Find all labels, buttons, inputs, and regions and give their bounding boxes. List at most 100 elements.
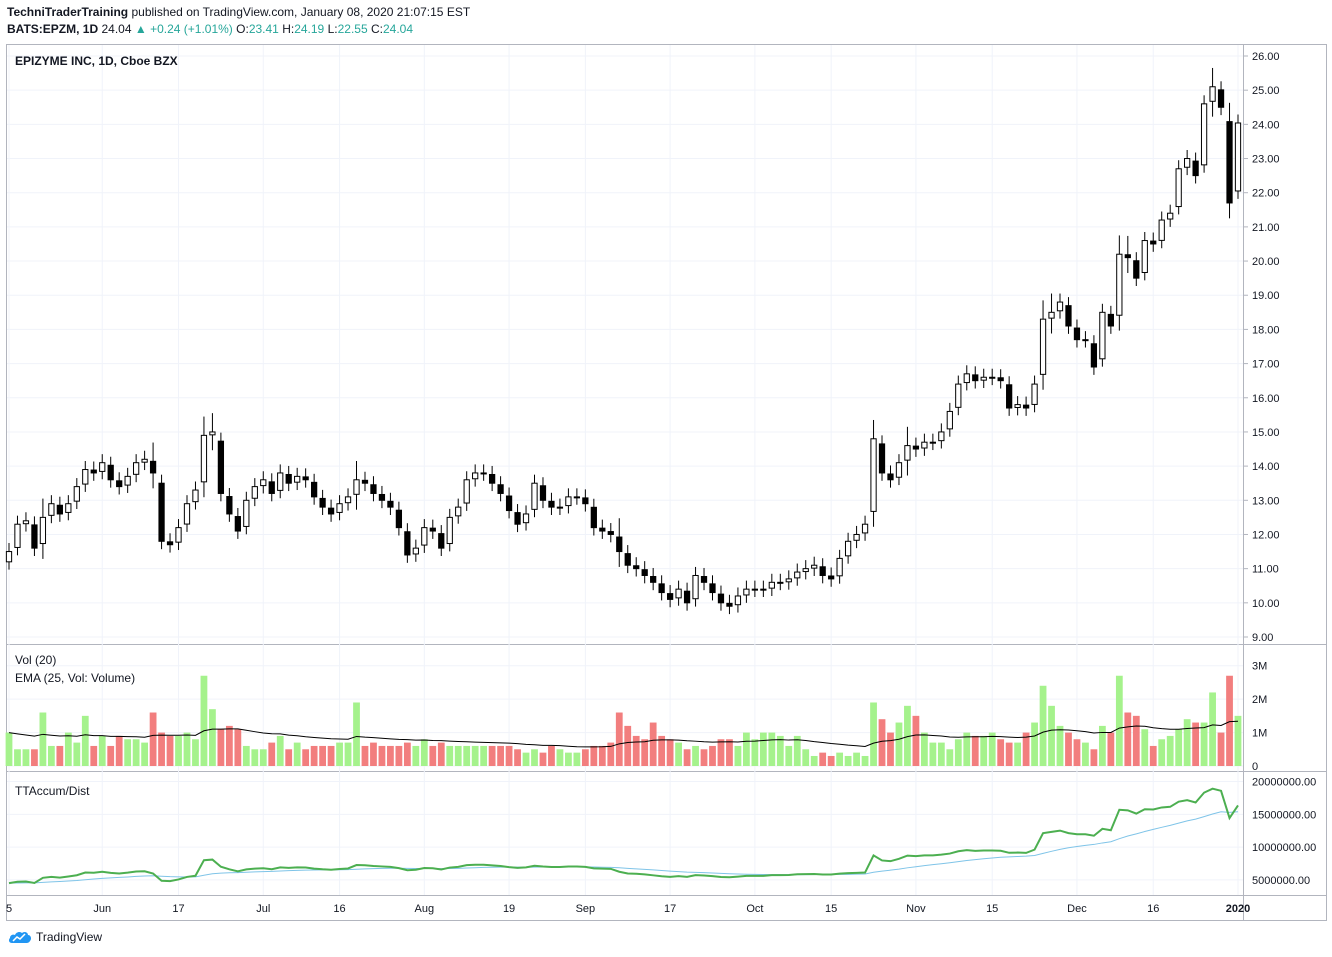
candle-down bbox=[599, 527, 606, 532]
volume-bar bbox=[1132, 715, 1140, 766]
candle-up bbox=[938, 431, 945, 442]
volume-bar bbox=[793, 735, 801, 766]
volume-bar bbox=[836, 752, 844, 766]
volume-bar bbox=[268, 742, 276, 766]
volume-bar bbox=[158, 732, 165, 766]
volume-bar bbox=[607, 742, 615, 766]
volume-bar bbox=[344, 742, 352, 766]
volume-bar bbox=[166, 735, 174, 766]
candle-down bbox=[302, 476, 309, 481]
candle-down bbox=[438, 533, 445, 549]
tradingview-brand: TradingView bbox=[36, 930, 103, 944]
volume-bar bbox=[319, 745, 326, 766]
volume-bar bbox=[302, 749, 310, 766]
candle-up bbox=[811, 564, 818, 569]
volume-bar bbox=[403, 742, 411, 766]
volume-bar bbox=[1209, 692, 1216, 766]
volume-bar bbox=[726, 739, 733, 766]
candle-up bbox=[1116, 253, 1123, 316]
candle-up bbox=[1031, 383, 1038, 405]
volume-bar bbox=[887, 732, 894, 766]
accum-average-line bbox=[8, 811, 1239, 884]
candle-up bbox=[743, 588, 750, 596]
volume-bar bbox=[810, 755, 818, 766]
candle-up bbox=[760, 588, 767, 591]
candle-down bbox=[624, 553, 631, 566]
time-tick-label: 17 bbox=[664, 903, 676, 915]
candle-up bbox=[522, 513, 530, 524]
candle-down bbox=[226, 496, 233, 515]
candle-down bbox=[166, 541, 174, 546]
time-tick-label: Sep bbox=[576, 903, 596, 915]
close-value: 24.04 bbox=[382, 22, 413, 36]
candle-up bbox=[870, 438, 877, 512]
volume-bar bbox=[73, 742, 81, 766]
volume-bar bbox=[844, 755, 852, 766]
volume-tick-label: 0 bbox=[1252, 761, 1258, 773]
time-tick-label: 17 bbox=[172, 903, 184, 915]
candle-down bbox=[395, 509, 403, 529]
candle-down bbox=[607, 531, 614, 535]
volume-bar bbox=[420, 739, 428, 766]
volume-bar bbox=[988, 732, 996, 766]
candle-up bbox=[955, 383, 962, 408]
time-tick-label: 16 bbox=[1147, 903, 1159, 915]
tradingview-logo[interactable]: TradingView bbox=[8, 930, 102, 944]
volume-bar bbox=[1234, 715, 1242, 766]
price-tick-label: 18.00 bbox=[1252, 324, 1280, 336]
volume-bar bbox=[632, 735, 640, 766]
candle-down bbox=[404, 531, 411, 556]
candle-up bbox=[39, 516, 47, 545]
volume-bar bbox=[921, 732, 928, 766]
candle-down bbox=[633, 565, 640, 570]
volume-bar bbox=[463, 745, 471, 766]
volume-bar bbox=[1115, 675, 1123, 766]
volume-bar bbox=[641, 739, 649, 766]
accum-dist-line bbox=[8, 787, 1239, 885]
candle-up bbox=[573, 496, 581, 499]
price-axis: 26.00 25.00 24.00 23.00 22.00 21.00 20.00 19.00… bbox=[1243, 51, 1280, 644]
candle-up bbox=[734, 595, 742, 606]
volume-bar bbox=[1031, 722, 1038, 766]
volume-axis: 3M 2M 1M 0 bbox=[1252, 661, 1267, 773]
volume-bar bbox=[1005, 742, 1013, 766]
volume-bar bbox=[802, 749, 810, 766]
candle-down bbox=[658, 583, 665, 594]
publisher-name[interactable]: TechniTraderTraining bbox=[7, 5, 129, 19]
candle-up bbox=[895, 462, 903, 478]
candle-down bbox=[819, 566, 826, 576]
candle-up bbox=[1014, 404, 1021, 409]
candle-up bbox=[65, 503, 72, 513]
open-label: O: bbox=[236, 22, 249, 36]
volume-bar bbox=[895, 722, 903, 766]
candle-up bbox=[989, 376, 996, 379]
price-tick-label: 24.00 bbox=[1252, 119, 1280, 131]
time-tick-label: Nov bbox=[906, 903, 926, 915]
volume-bar bbox=[234, 729, 242, 766]
volume-bar bbox=[1124, 712, 1132, 766]
candle-up bbox=[1056, 301, 1064, 312]
volume-bar bbox=[327, 745, 335, 766]
volume-bar bbox=[785, 745, 793, 766]
accum-tick-label: 5000000.00 bbox=[1252, 875, 1310, 887]
time-tick-label: 19 bbox=[503, 903, 515, 915]
volume-bar bbox=[175, 735, 182, 766]
volume-bar bbox=[861, 755, 869, 766]
candle-up bbox=[531, 482, 538, 510]
volume-bar bbox=[47, 745, 55, 766]
volume-bar bbox=[310, 745, 318, 766]
candle-up bbox=[861, 523, 869, 534]
candle-up bbox=[99, 462, 106, 472]
volume-bar bbox=[1082, 742, 1089, 766]
volume-bar bbox=[22, 749, 30, 766]
time-tick-label: 2020 bbox=[1226, 903, 1250, 915]
candle-down bbox=[1065, 305, 1072, 327]
candle-down bbox=[234, 516, 241, 532]
volume-bar bbox=[954, 739, 962, 766]
candle-down bbox=[370, 484, 377, 494]
accum-tick-label: 10000000.00 bbox=[1252, 842, 1316, 854]
candle-up bbox=[1200, 103, 1208, 166]
volume-bar bbox=[437, 742, 445, 766]
candle-down bbox=[912, 445, 920, 450]
